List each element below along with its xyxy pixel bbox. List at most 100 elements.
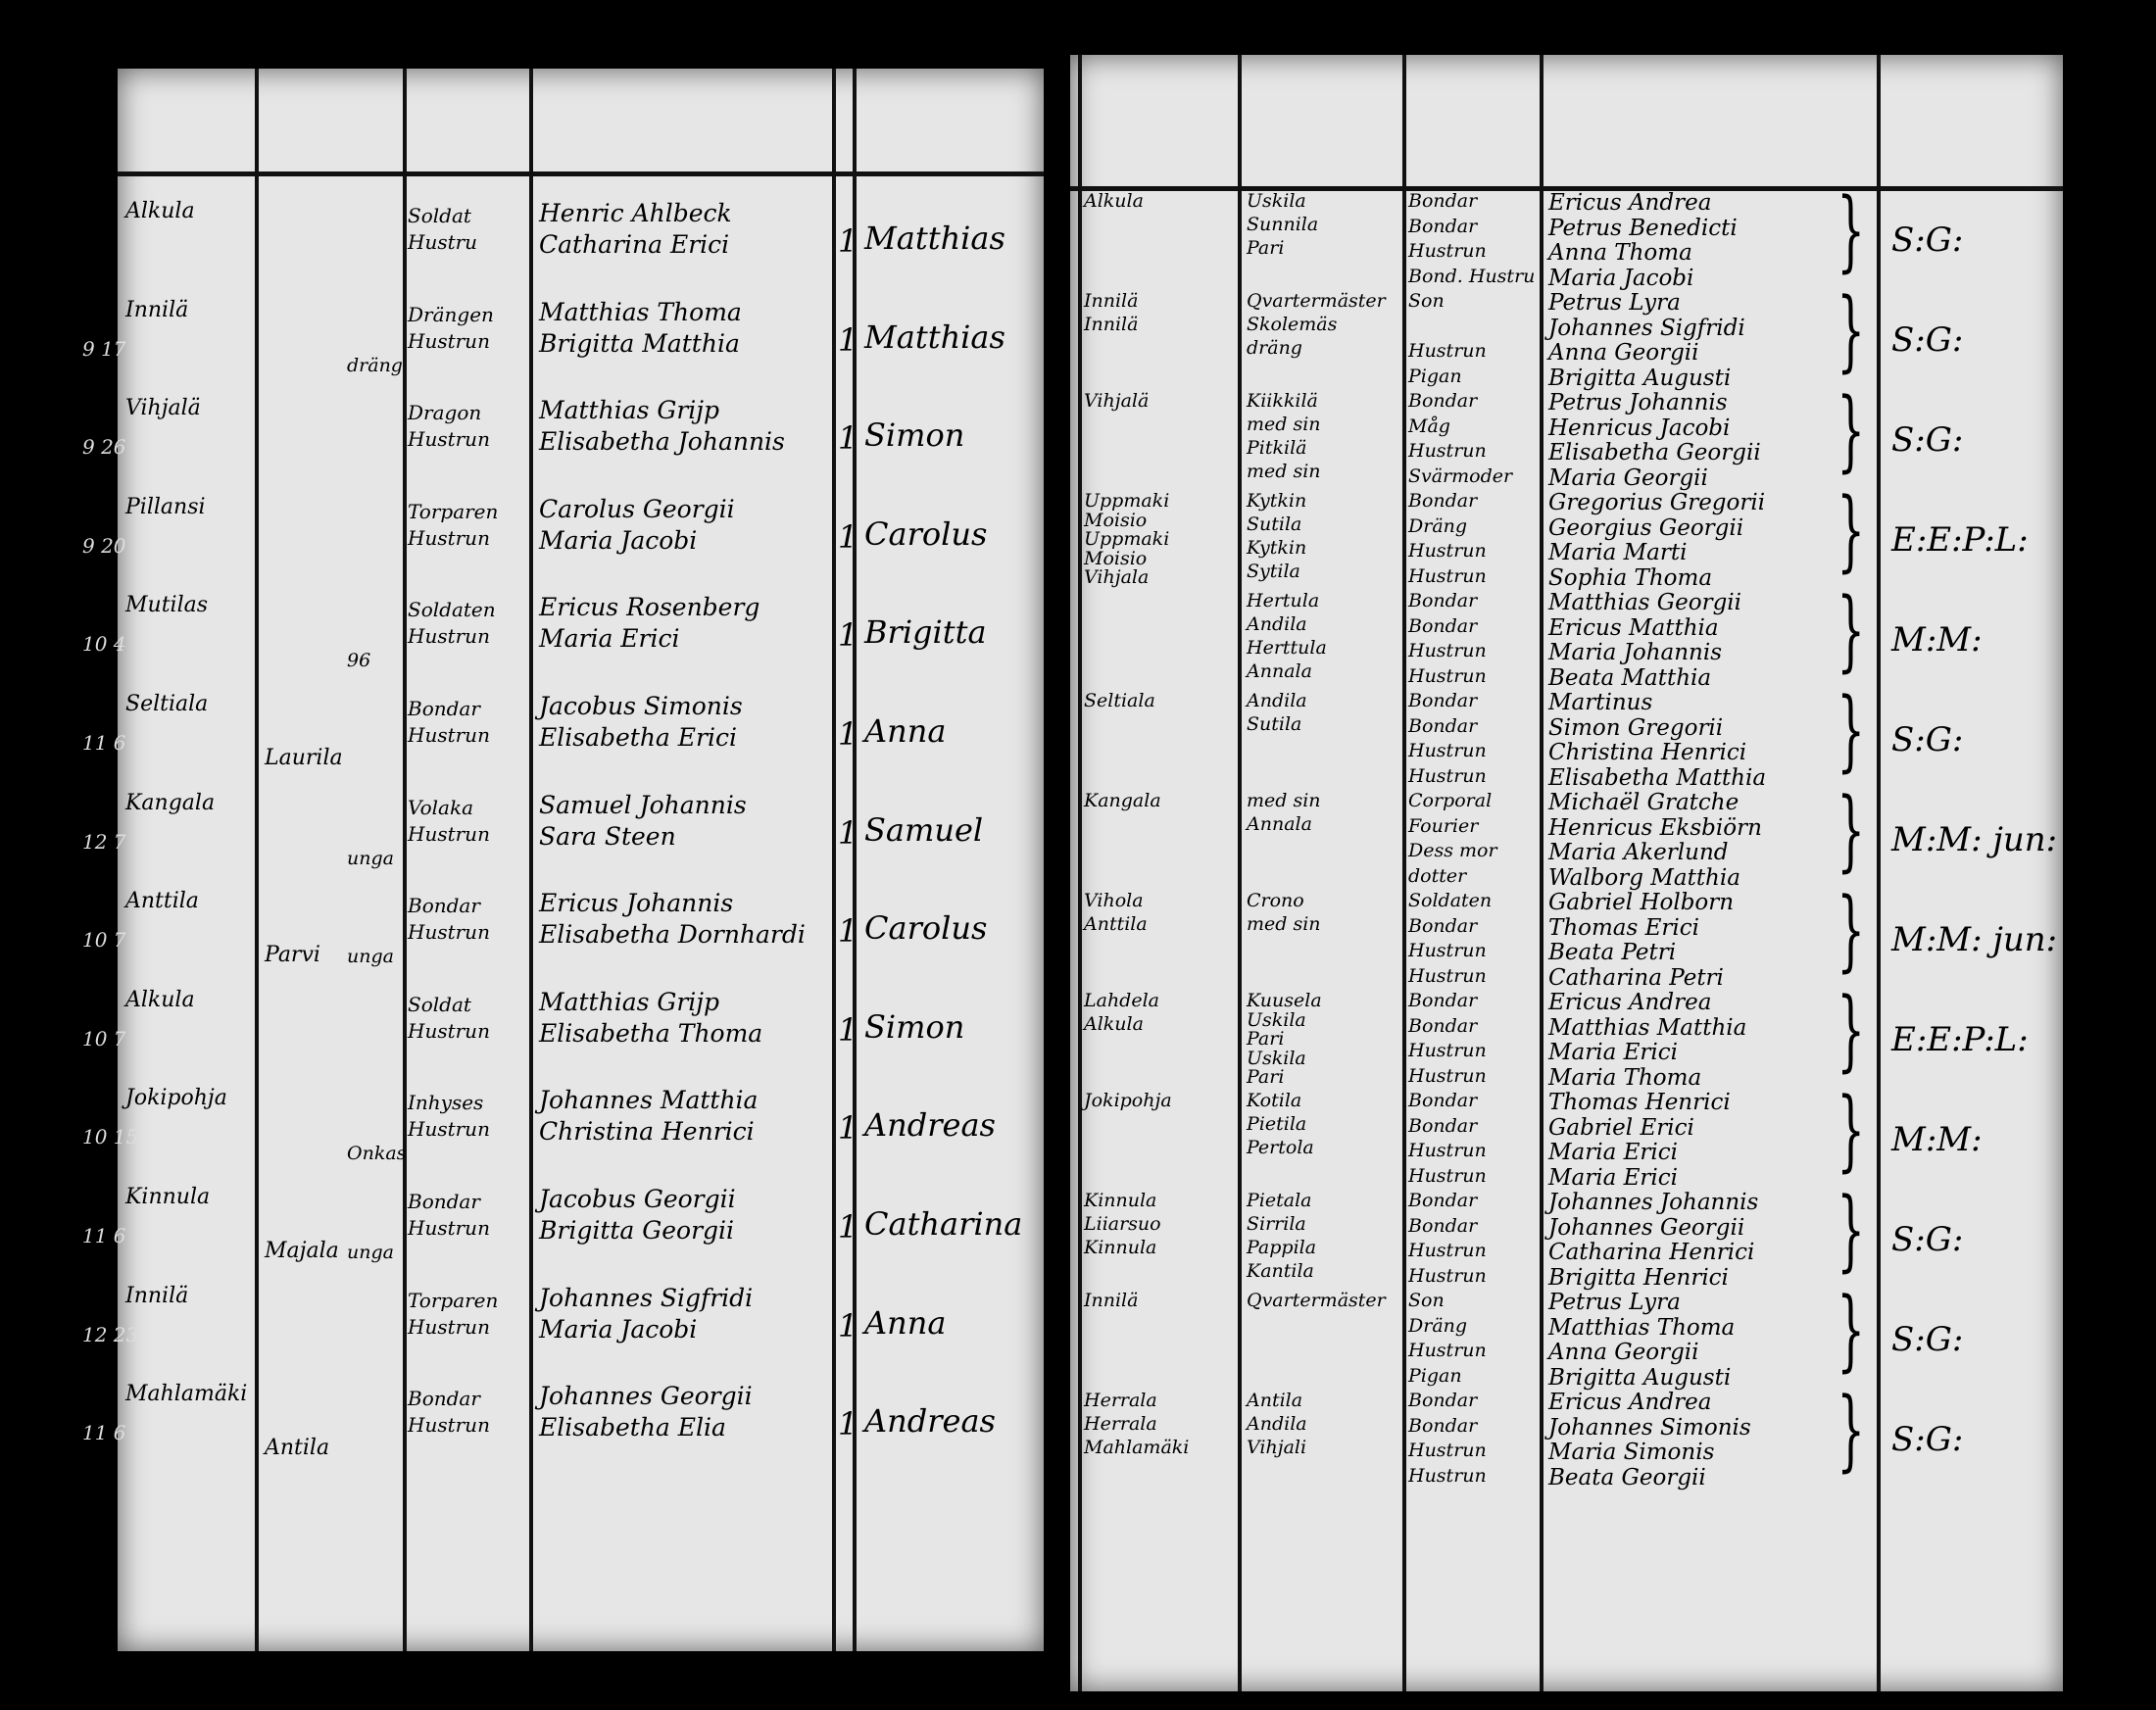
priest-initials: M:M: [1891, 1120, 1983, 1159]
entry-date: 10 4 [82, 632, 126, 657]
status-line: Hustrun [1408, 740, 1487, 761]
left-register-page: Alkula Soldat Hustru Henric Ahlbeck Catharin… [118, 69, 1044, 1651]
godparent-name: Catharina Petri [1548, 964, 1724, 991]
brace-icon: } [1837, 679, 1865, 782]
status-line: Hustrun [1408, 564, 1487, 587]
priest-initials: M:M: [1891, 620, 1983, 660]
child-count: 1 [838, 1208, 858, 1246]
child-count: 1 [838, 912, 858, 951]
entry-date: 10 7 [82, 1026, 126, 1050]
godparent-name: Petrus Lyra [1548, 1290, 1681, 1315]
child-name: Carolus [864, 909, 988, 948]
godparent-name: Maria Simonis [1548, 1440, 1715, 1465]
godparent-name: Brigitta Augusti [1548, 1364, 1732, 1391]
village-name: Pietila [1247, 1113, 1307, 1135]
column-rule [1540, 55, 1544, 1691]
village-name: Andila [1247, 1413, 1307, 1435]
godparent-name: Maria Erici [1548, 1164, 1679, 1191]
village-name: Uskila [1247, 1047, 1306, 1069]
place-name: Kangala [1084, 790, 1161, 811]
note: 96 [347, 650, 371, 672]
godparent-name: Gabriel Erici [1548, 1114, 1694, 1141]
status-line: Hustrun [1408, 440, 1487, 462]
status-line: Soldat [408, 992, 471, 1016]
column-rule [529, 69, 533, 1651]
village-name: Kantila [1247, 1260, 1314, 1282]
place-name: Jokipohja [125, 1086, 227, 1111]
note: unga [347, 1242, 394, 1263]
child-count: 1 [838, 813, 858, 852]
place-name: Alkula [125, 199, 195, 223]
place-name: Vihola [1084, 890, 1144, 911]
village-name: Kytkin [1247, 490, 1307, 512]
status-line: Bondar [1408, 390, 1478, 412]
status-line: Inhyses [408, 1091, 484, 1115]
child-count: 1 [838, 1010, 858, 1049]
godparent-name: Anna Georgii [1548, 1340, 1699, 1365]
brace-icon: } [1837, 1279, 1865, 1382]
godparent-name: Brigitta Henrici [1548, 1264, 1729, 1291]
status-line: Torparen [408, 499, 499, 523]
place-name: Kangala [125, 790, 216, 815]
mother-name: Christina Henrici [539, 1117, 755, 1147]
godparent-name: Johannes Sigfridi [1548, 315, 1745, 341]
child-name: Matthias [864, 318, 1005, 356]
child-name: Samuel [864, 810, 984, 849]
godparent-name: Johannes Simonis [1548, 1414, 1751, 1441]
godparent-name: Petrus Johannis [1548, 390, 1728, 415]
village-name: Uskila [1247, 190, 1306, 212]
status-line: Bondar [1408, 1114, 1478, 1137]
father-name: Jacobus Simonis [539, 692, 743, 720]
place-name: Innilä [125, 297, 189, 322]
child-name: Andreas [864, 1402, 996, 1441]
status-line: Hustrun [1408, 1064, 1487, 1087]
godparent-name: Ericus Andrea [1548, 190, 1712, 216]
entry-date: 12 23 [82, 1322, 139, 1346]
status-line: Bondar [1408, 690, 1478, 711]
status-line: Bond. Hustru [1408, 265, 1536, 287]
brace-icon: } [1837, 279, 1865, 382]
column-rule [1238, 55, 1242, 1691]
godparent-name: Beata Petri [1548, 940, 1677, 965]
village-name: Kytkin [1247, 537, 1307, 559]
place-name: Anttila [125, 889, 199, 914]
place-name: Vihjalä [1084, 390, 1150, 412]
status-line: Hustrun [1408, 1264, 1487, 1287]
status-line: Hustrun [408, 723, 490, 747]
place-name: Innilä [1084, 314, 1139, 335]
status-line: Soldaten [408, 598, 496, 622]
place-name: Innilä [1084, 1290, 1139, 1311]
right-register-page: Alkula Uskila Sunnila Pari Bondar Bondar Hustr… [1070, 55, 2063, 1691]
place-name: Jokipohja [1084, 1090, 1172, 1111]
village-name: Kiikkilä [1247, 390, 1318, 412]
place-name: Innilä [1084, 290, 1139, 312]
status-line: Bondar [408, 697, 480, 720]
godparent-name: Catharina Henrici [1548, 1240, 1755, 1265]
status-line: Hustrun [1408, 540, 1487, 562]
place-name: Liiarsuo [1084, 1213, 1161, 1235]
status-line: dotter [1408, 864, 1467, 887]
place-name: Seltiala [125, 692, 209, 716]
status-line: Fourier [1408, 814, 1479, 837]
godparent-name: Anna Thoma [1548, 240, 1692, 266]
father-name: Matthias Grijp [539, 396, 720, 425]
status-line: Måg [1408, 415, 1450, 437]
village-name: Pari [1247, 1066, 1285, 1089]
village-name: Laurila [265, 746, 343, 770]
godparent-name: Beata Georgii [1548, 1464, 1706, 1490]
entry-date: 9 20 [82, 533, 126, 558]
status-line: Svärmoder [1408, 464, 1513, 487]
mother-name: Maria Jacobi [539, 525, 698, 555]
status-line: Dragon [408, 401, 482, 425]
status-line: Bondar [1408, 914, 1478, 937]
status-line: Hustru [408, 230, 478, 254]
status-line: Hustrun [408, 328, 490, 353]
godparent-name: Thomas Erici [1548, 914, 1700, 941]
status-line: Hustrun [1408, 664, 1487, 687]
status-line: Bondar [408, 1387, 480, 1411]
village-name: Antila [1247, 1390, 1303, 1411]
place-name: Vihjalä [125, 396, 201, 421]
status-line: Bondar [1408, 1190, 1478, 1211]
place-name: Mahlamäki [1084, 1437, 1190, 1458]
priest-initials: S:G: [1891, 1320, 1964, 1359]
